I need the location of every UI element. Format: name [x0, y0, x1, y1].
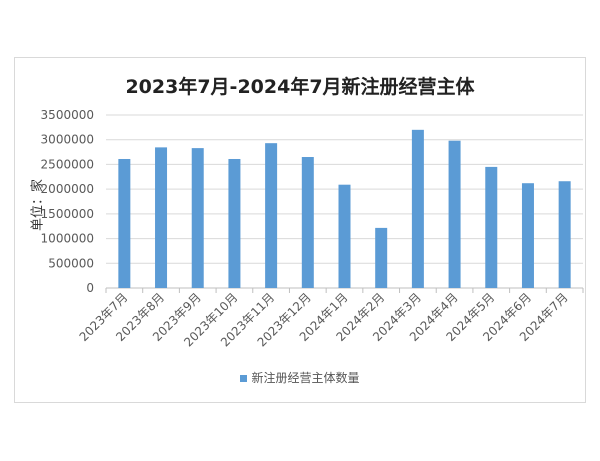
bar	[521, 183, 534, 288]
bar	[375, 227, 388, 288]
legend-swatch	[240, 375, 248, 382]
y-tick-label: 500000	[48, 256, 94, 270]
y-tick-label: 0	[86, 281, 94, 295]
bar	[155, 147, 168, 288]
bar	[265, 143, 278, 288]
chart-title: 2023年7月-2024年7月新注册经营主体	[125, 76, 475, 98]
bar	[301, 157, 314, 288]
legend: 新注册经营主体数量	[0, 369, 600, 386]
legend-label: 新注册经营主体数量	[251, 371, 360, 385]
bar	[558, 181, 571, 288]
bar	[118, 158, 131, 288]
bar	[485, 166, 498, 288]
bar	[448, 140, 461, 288]
chart-frame	[14, 57, 586, 403]
bar	[191, 148, 204, 288]
bar	[411, 129, 424, 288]
y-tick-label: 2500000	[41, 157, 94, 171]
y-tick-label: 1500000	[41, 207, 94, 221]
y-tick-label: 3000000	[41, 133, 94, 147]
y-tick-label: 2000000	[41, 182, 94, 196]
y-tick-label: 1000000	[41, 232, 94, 246]
bar	[228, 158, 241, 288]
bar	[338, 184, 351, 288]
y-tick-label: 3500000	[41, 108, 94, 122]
